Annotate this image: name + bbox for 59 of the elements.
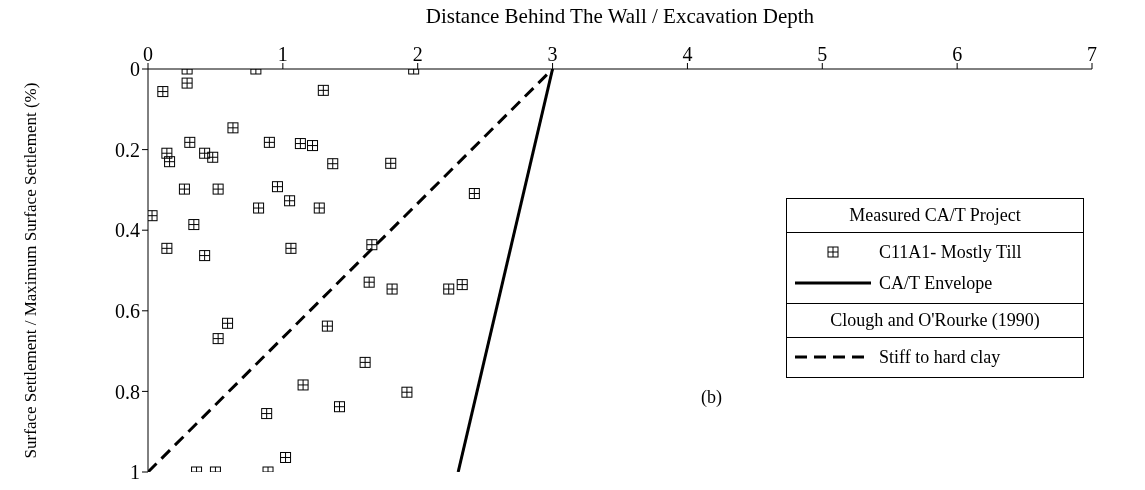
point: [285, 242, 297, 254]
y-tick-label: 1: [130, 461, 140, 484]
point: [199, 250, 211, 262]
point: [199, 147, 211, 159]
point: [363, 276, 375, 288]
point: [161, 242, 173, 254]
y-tick-label: 0.6: [115, 299, 140, 322]
x-tick-label: 2: [412, 43, 423, 65]
legend-label: Stiff to hard clay: [879, 346, 1001, 368]
x-tick-label: 1: [277, 43, 288, 65]
point: [222, 317, 234, 329]
point: [164, 156, 176, 168]
x-tick-label: 5: [817, 43, 828, 65]
point: [184, 136, 196, 148]
point: [188, 219, 200, 231]
point: [178, 183, 190, 195]
point: [386, 283, 398, 295]
point: [207, 151, 219, 163]
annotation: Clough and O'Rourke (1990): [829, 308, 1041, 332]
point: [456, 279, 468, 291]
point: [263, 136, 275, 148]
point: [297, 379, 309, 391]
point: [261, 408, 273, 420]
point: [468, 188, 480, 200]
point: [327, 158, 339, 170]
point: [321, 320, 333, 332]
point: [401, 386, 413, 398]
point: [227, 122, 239, 134]
annotation: Measured CA/T Project: [848, 203, 1022, 227]
point: [284, 195, 296, 207]
point: [359, 356, 371, 368]
y-tick-label: 0.4: [115, 219, 140, 242]
x-tick-label: 7: [1087, 43, 1097, 65]
y-axis-title: Surface Settlement / Maximum Surface Settlement (%): [21, 82, 41, 459]
point: [280, 451, 292, 463]
point: [253, 202, 265, 214]
point: [181, 77, 193, 89]
x-tick-label: 4: [682, 43, 693, 65]
x-tick-label: 3: [547, 43, 558, 65]
point: [148, 210, 158, 222]
y-tick-label: 0.8: [115, 380, 140, 403]
point: [212, 333, 224, 345]
point: [313, 202, 325, 214]
point: [157, 86, 169, 98]
legend-label: C11A1- Mostly Till: [879, 241, 1022, 263]
annotation: (b): [700, 387, 722, 409]
point: [366, 239, 378, 251]
point: [212, 183, 224, 195]
point: [317, 84, 329, 96]
x-tick-label: 6: [952, 43, 963, 65]
point: [271, 181, 283, 193]
point: [385, 157, 397, 169]
point: [161, 147, 173, 159]
legend-label: CA/T Envelope: [879, 272, 993, 294]
y-tick-label: 0: [130, 58, 140, 81]
point: [334, 401, 345, 413]
x-axis-title: Distance Behind The Wall / Excavation Depth: [425, 3, 815, 28]
y-tick-label: 0.2: [115, 138, 140, 161]
point: [443, 283, 455, 295]
